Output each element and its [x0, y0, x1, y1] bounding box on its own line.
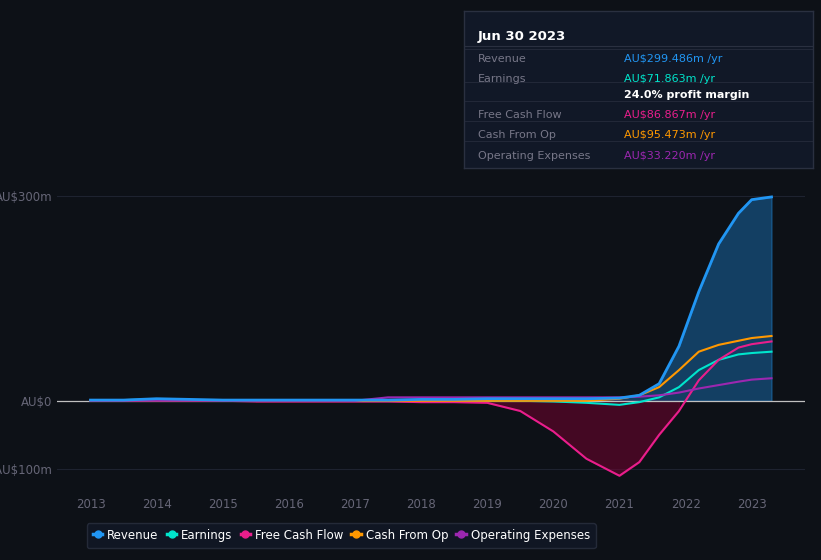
Text: AU$71.863m /yr: AU$71.863m /yr: [624, 74, 715, 84]
Text: 24.0% profit margin: 24.0% profit margin: [624, 90, 750, 100]
Text: Free Cash Flow: Free Cash Flow: [478, 110, 562, 120]
Text: Jun 30 2023: Jun 30 2023: [478, 30, 566, 43]
Text: AU$33.220m /yr: AU$33.220m /yr: [624, 151, 715, 161]
Legend: Revenue, Earnings, Free Cash Flow, Cash From Op, Operating Expenses: Revenue, Earnings, Free Cash Flow, Cash …: [87, 523, 596, 548]
Text: AU$95.473m /yr: AU$95.473m /yr: [624, 130, 715, 141]
Text: AU$299.486m /yr: AU$299.486m /yr: [624, 54, 722, 63]
Text: Revenue: Revenue: [478, 54, 526, 63]
Text: Earnings: Earnings: [478, 74, 526, 84]
Text: Cash From Op: Cash From Op: [478, 130, 556, 141]
Text: AU$86.867m /yr: AU$86.867m /yr: [624, 110, 715, 120]
Text: Operating Expenses: Operating Expenses: [478, 151, 590, 161]
